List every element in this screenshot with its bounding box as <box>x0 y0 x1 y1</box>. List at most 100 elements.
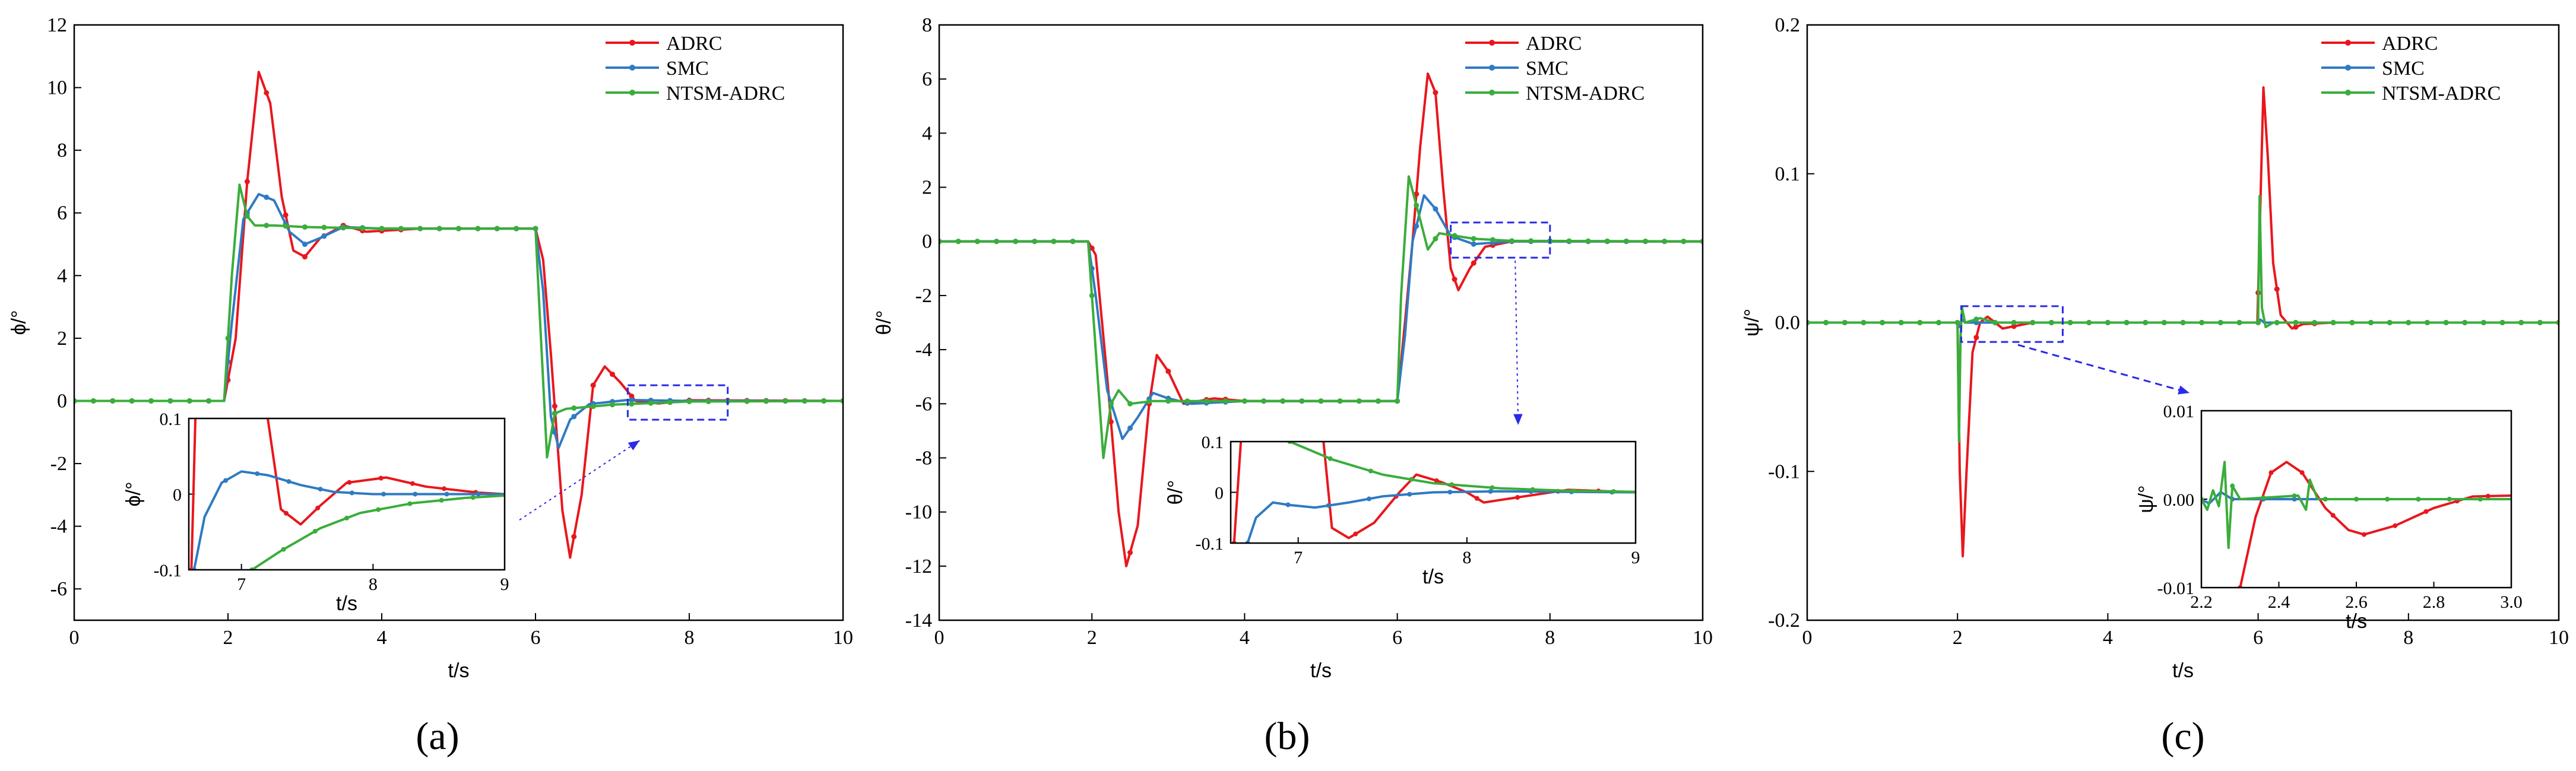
y-tick-label: 2 <box>57 328 67 350</box>
legend-marker <box>1489 90 1495 96</box>
series-marker-ntsm-adrc <box>571 405 577 411</box>
y-axis-title: ψ/° <box>1741 309 1763 337</box>
series-marker-ntsm-adrc <box>167 398 173 404</box>
series-marker-adrc <box>1433 90 1438 96</box>
series-marker-ntsm-adrc <box>2292 493 2297 499</box>
series-marker-ntsm-adrc <box>2143 320 2149 325</box>
series-marker-ntsm-adrc <box>244 213 250 219</box>
series-marker-ntsm-adrc <box>533 226 538 231</box>
legend-label: NTSM-ADRC <box>666 83 785 104</box>
series-marker-ntsm-adrc <box>90 398 96 404</box>
series-marker-ntsm-adrc <box>1051 239 1057 245</box>
x-tick-label: 10 <box>833 627 853 649</box>
panel-caption: (b) <box>1265 715 1310 758</box>
series-marker-adrc <box>1452 277 1457 283</box>
x-tick-label: 2.4 <box>2268 592 2290 612</box>
series-marker-adrc <box>1165 369 1171 375</box>
y-axis-title: ϕ/° <box>122 481 145 506</box>
y-tick-label: -4 <box>50 516 67 538</box>
series-marker-adrc <box>2423 509 2429 514</box>
axes-frame <box>938 24 1704 621</box>
series-marker-ntsm-adrc <box>629 401 635 407</box>
series-marker-ntsm-adrc <box>470 495 476 500</box>
series-marker-ntsm-adrc <box>1570 488 1576 494</box>
series-marker-adrc <box>2362 532 2367 537</box>
series-marker-adrc <box>2274 286 2280 292</box>
series-marker-ntsm-adrc <box>782 398 788 404</box>
y-tick-label: 6 <box>57 202 67 224</box>
series-marker-adrc <box>378 475 384 481</box>
series-marker-ntsm-adrc <box>2322 497 2328 502</box>
series-marker-ntsm-adrc <box>705 398 711 404</box>
series-marker-ntsm-adrc <box>1433 236 1438 242</box>
series-marker-ntsm-adrc <box>2199 320 2205 325</box>
y-tick-label: -14 <box>905 610 932 632</box>
series-marker-ntsm-adrc <box>648 400 654 406</box>
x-tick-label: 8 <box>1462 548 1471 567</box>
series-marker-smc <box>318 487 323 492</box>
y-tick-label: 12 <box>47 14 67 36</box>
series-marker-ntsm-adrc <box>1643 238 1649 244</box>
series-marker-adrc <box>2299 470 2305 475</box>
x-tick-label: 2 <box>223 627 233 649</box>
y-tick-label: -0.01 <box>2157 579 2195 598</box>
zoom-arrow-head <box>628 440 640 450</box>
series-marker-ntsm-adrc <box>1936 320 1942 325</box>
series-marker-adrc <box>1471 260 1476 266</box>
inset-plot: 2.2 2.4 2.6 2.8 3.0 -0.01 0.00 0.01 t/s ψ/° <box>2135 402 2523 633</box>
series-marker-ntsm-adrc <box>1108 401 1114 407</box>
x-tick-label: 4 <box>1240 627 1250 649</box>
x-tick-label: 7 <box>237 575 246 594</box>
legend-label: NTSM-ADRC <box>1526 83 1645 104</box>
legend-marker <box>1489 40 1495 46</box>
series-marker-ntsm-adrc <box>2354 497 2359 502</box>
series-marker-ntsm-adrc <box>264 223 270 229</box>
series-marker-smc <box>286 479 291 484</box>
series-marker-smc <box>302 242 308 248</box>
plot-area <box>1807 86 2559 558</box>
series-marker-adrc <box>1414 191 1420 197</box>
y-tick-label: -0.1 <box>1196 534 1224 554</box>
series-marker-ntsm-adrc <box>398 226 404 231</box>
series-marker-ntsm-adrc <box>2230 483 2235 488</box>
series-marker-smc <box>444 491 449 497</box>
y-tick-label: 6 <box>922 68 932 90</box>
series-marker-smc <box>476 491 481 497</box>
series-line-smc <box>1246 490 1636 543</box>
series-marker-ntsm-adrc <box>1566 238 1572 244</box>
series-marker-adrc <box>302 254 308 260</box>
series-marker-smc <box>223 478 229 483</box>
series-marker-ntsm-adrc <box>312 528 318 534</box>
zoom-arrow-head <box>1513 414 1523 425</box>
series-marker-adrc <box>315 505 321 510</box>
series-line-adrc <box>1232 442 1636 543</box>
series-marker-ntsm-adrc <box>225 335 231 341</box>
series-marker-ntsm-adrc <box>1395 398 1401 404</box>
x-tick-label: 8 <box>1545 627 1555 649</box>
x-tick-label: 4 <box>377 627 387 649</box>
plot-area <box>1231 442 1636 543</box>
series-marker-ntsm-adrc <box>2537 320 2543 325</box>
series-marker-adrc <box>590 382 596 388</box>
series-marker-smc <box>381 491 386 497</box>
series-marker-adrc <box>244 179 250 185</box>
series-marker-adrc <box>2011 323 2017 329</box>
x-tick-label: 8 <box>2403 627 2413 649</box>
series-marker-ntsm-adrc <box>763 398 769 404</box>
y-tick-label: 0.0 <box>1775 312 1801 334</box>
series-marker-ntsm-adrc <box>2424 320 2430 325</box>
panel-b: 0 2 4 6 8 10 -14 -12 -10 -8 -6 -4 -2 0 2 4 6 8 t/s θ/° ADRC S… <box>873 14 1713 758</box>
series-marker-ntsm-adrc <box>1089 293 1095 299</box>
series-marker-ntsm-adrc <box>1611 489 1617 494</box>
x-tick-label: 2 <box>1953 627 1963 649</box>
series-marker-adrc <box>552 403 557 409</box>
series-marker-ntsm-adrc <box>1127 401 1133 407</box>
series-marker-ntsm-adrc <box>974 239 980 245</box>
y-tick-label: -0.1 <box>154 561 182 580</box>
plot-area <box>939 72 1703 567</box>
series-marker-ntsm-adrc <box>148 398 154 404</box>
series-marker-ntsm-adrc <box>2180 320 2186 325</box>
series-marker-ntsm-adrc <box>1973 316 1979 322</box>
zoom-arrow-line <box>1514 261 1519 426</box>
